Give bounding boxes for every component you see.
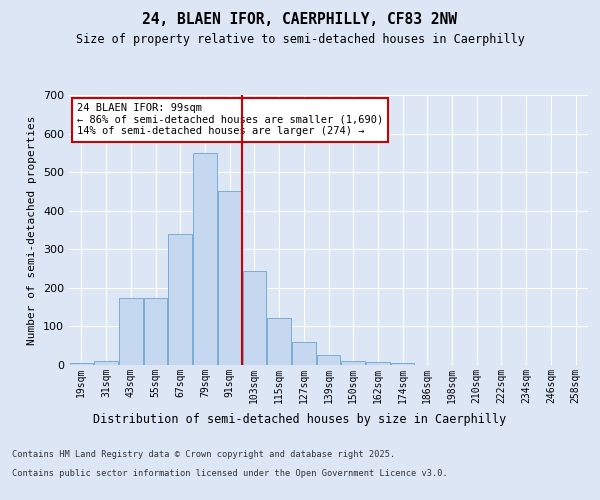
Bar: [317, 356, 340, 365]
Bar: [366, 362, 390, 365]
Y-axis label: Number of semi-detached properties: Number of semi-detached properties: [28, 116, 37, 345]
Text: Size of property relative to semi-detached houses in Caerphilly: Size of property relative to semi-detach…: [76, 32, 524, 46]
Bar: [292, 342, 316, 365]
Bar: [94, 361, 118, 365]
Text: 24 BLAEN IFOR: 99sqm
← 86% of semi-detached houses are smaller (1,690)
14% of se: 24 BLAEN IFOR: 99sqm ← 86% of semi-detac…: [77, 103, 383, 136]
Bar: [267, 318, 291, 365]
Bar: [242, 270, 266, 365]
Text: Contains public sector information licensed under the Open Government Licence v3: Contains public sector information licen…: [12, 469, 448, 478]
Text: Contains HM Land Registry data © Crown copyright and database right 2025.: Contains HM Land Registry data © Crown c…: [12, 450, 395, 459]
Bar: [391, 363, 415, 365]
Text: 24, BLAEN IFOR, CAERPHILLY, CF83 2NW: 24, BLAEN IFOR, CAERPHILLY, CF83 2NW: [143, 12, 458, 28]
Bar: [70, 363, 93, 365]
Bar: [218, 192, 241, 365]
Bar: [143, 298, 167, 365]
Bar: [169, 234, 192, 365]
Bar: [119, 298, 143, 365]
Bar: [193, 153, 217, 365]
Text: Distribution of semi-detached houses by size in Caerphilly: Distribution of semi-detached houses by …: [94, 412, 506, 426]
Bar: [341, 361, 365, 365]
